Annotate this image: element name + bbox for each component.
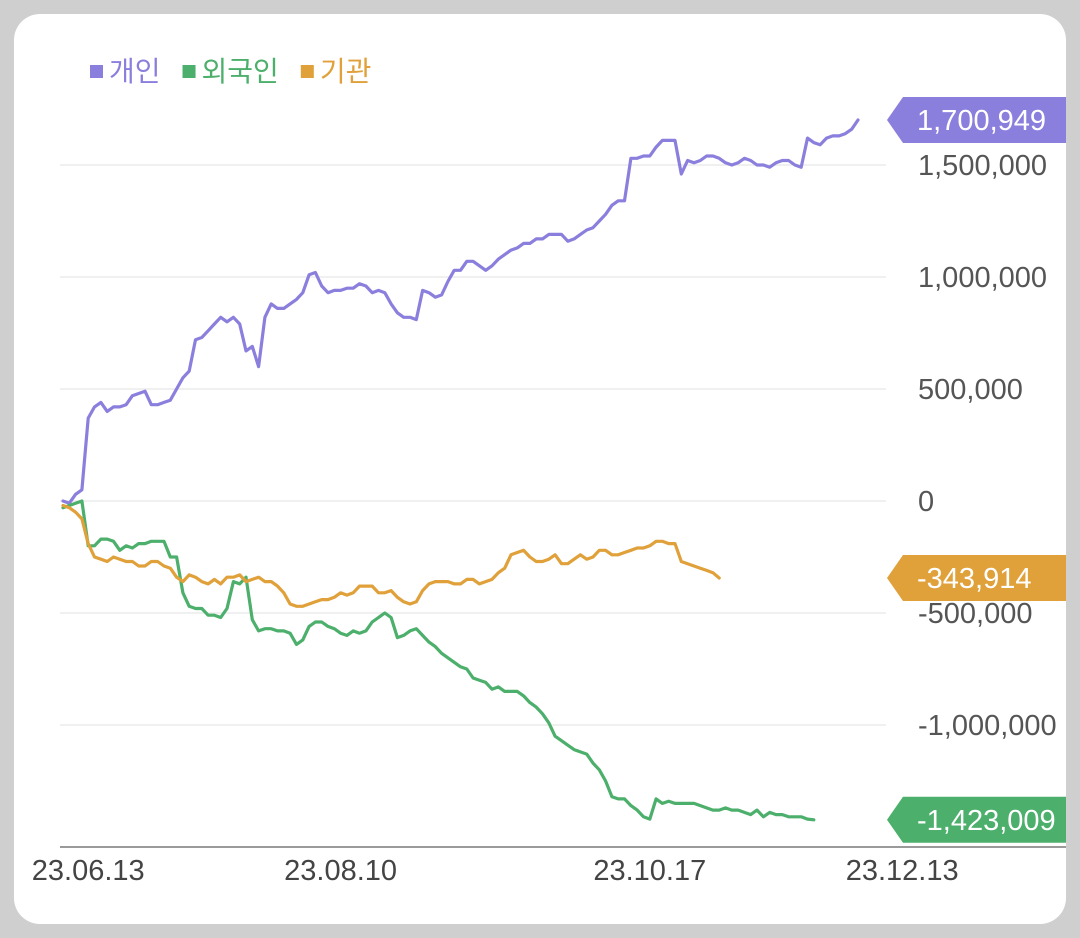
value-badge-label: -343,914 bbox=[917, 563, 1032, 595]
legend-swatch bbox=[90, 65, 103, 78]
x-tick-label: 23.06.13 bbox=[32, 855, 145, 887]
y-tick-label: 1,000,000 bbox=[918, 262, 1047, 294]
line-chart: 1,500,000 1,000,000 500,000 0 -500,000 -1,000… bbox=[32, 55, 1066, 887]
value-badge bbox=[887, 796, 1066, 843]
value-badge-label: -1,423,009 bbox=[917, 805, 1056, 837]
gridlines bbox=[60, 164, 886, 726]
legend-swatch bbox=[300, 65, 314, 78]
value-badge bbox=[887, 555, 1066, 602]
series-line bbox=[61, 118, 860, 505]
series-line bbox=[61, 503, 721, 608]
y-axis-ticks: 1,500,000 1,000,000 500,000 0 -500,000 -1,000… bbox=[918, 150, 1057, 742]
y-tick-label: 0 bbox=[918, 486, 934, 518]
legend-swatch bbox=[182, 65, 196, 78]
legend-label: 개인 bbox=[109, 55, 161, 88]
legend: 개인 외국인 기관 bbox=[90, 55, 371, 88]
legend-label: 외국인 bbox=[202, 55, 279, 88]
x-tick-label: 23.08.10 bbox=[284, 855, 397, 887]
x-tick-label: 23.10.17 bbox=[593, 855, 706, 887]
series-lines bbox=[61, 118, 860, 822]
value-badge-label: 1,700,949 bbox=[917, 105, 1046, 137]
series-line bbox=[61, 499, 816, 822]
y-tick-label: -500,000 bbox=[918, 598, 1033, 630]
y-tick-label: 1,500,000 bbox=[918, 150, 1047, 182]
value-badge bbox=[887, 96, 1066, 143]
chart-card: 1,500,000 1,000,000 500,000 0 -500,000 -1,000… bbox=[14, 14, 1066, 924]
last-value-badges: 1,700,949 -1,423,009 -343,914 bbox=[887, 96, 1066, 843]
y-tick-label: 500,000 bbox=[918, 374, 1023, 406]
legend-label: 기관 bbox=[320, 55, 372, 88]
x-axis-ticks: 23.06.13 23.08.10 23.10.17 23.12.13 bbox=[32, 855, 959, 887]
y-tick-label: -1,000,000 bbox=[918, 710, 1057, 742]
x-tick-label: 23.12.13 bbox=[846, 855, 959, 887]
